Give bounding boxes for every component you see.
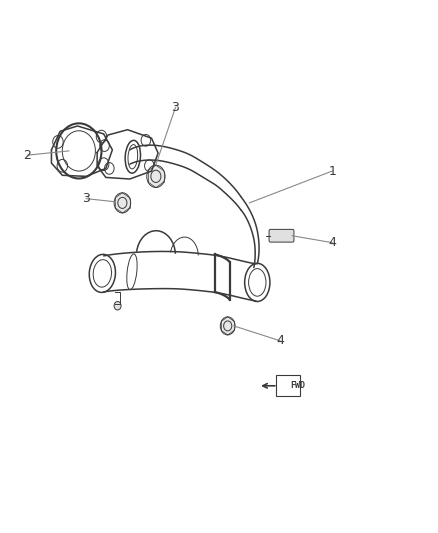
- Text: 4: 4: [276, 334, 284, 347]
- Circle shape: [114, 302, 121, 310]
- Text: 4: 4: [328, 236, 336, 249]
- Circle shape: [220, 317, 235, 335]
- Text: 3: 3: [82, 192, 90, 205]
- Text: 2: 2: [24, 149, 32, 161]
- Circle shape: [147, 165, 165, 188]
- Text: 1: 1: [328, 165, 336, 177]
- Text: 3: 3: [172, 101, 180, 114]
- Text: FWD: FWD: [291, 381, 306, 390]
- FancyBboxPatch shape: [269, 229, 294, 242]
- Circle shape: [114, 193, 131, 213]
